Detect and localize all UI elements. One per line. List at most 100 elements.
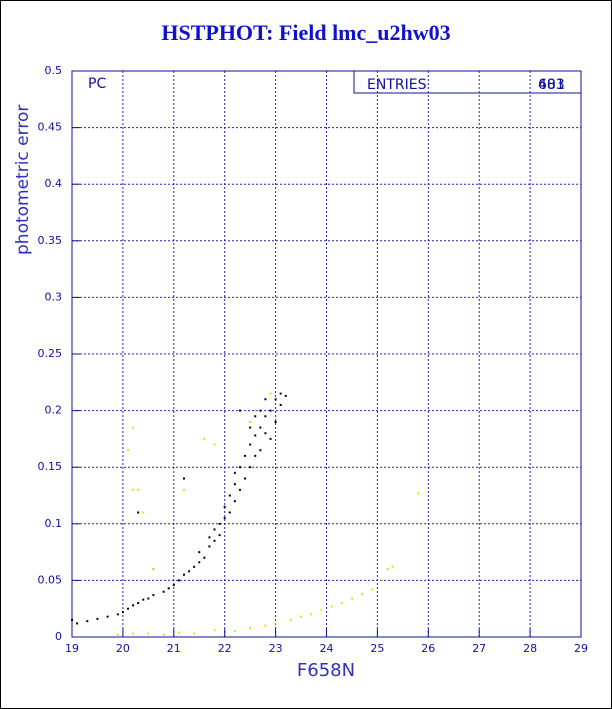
point	[254, 409, 257, 412]
y-axis-label: photometric error	[13, 105, 33, 255]
point	[340, 602, 343, 605]
point	[198, 561, 201, 564]
point	[132, 604, 135, 607]
stats-label: ENTRIES	[367, 77, 427, 93]
point	[300, 615, 303, 618]
y-tick-label: 0.35	[38, 234, 63, 247]
x-tick-label: 27	[472, 642, 486, 655]
point	[274, 622, 277, 625]
point	[71, 619, 73, 622]
point	[264, 432, 267, 435]
point	[361, 592, 364, 595]
y-tick-label: 0.5	[45, 64, 63, 77]
x-tick-label: 22	[218, 642, 232, 655]
point	[218, 534, 221, 537]
point	[269, 392, 272, 395]
point	[233, 471, 236, 474]
point	[152, 594, 155, 597]
point	[417, 492, 420, 495]
point	[244, 477, 247, 480]
point	[259, 449, 262, 452]
point	[193, 632, 196, 635]
point	[264, 398, 267, 401]
point	[121, 611, 124, 614]
stats-value: 603	[538, 77, 565, 93]
point	[371, 588, 374, 591]
point	[264, 415, 267, 418]
point	[269, 437, 272, 440]
point	[279, 392, 282, 395]
panel-label: PC	[88, 76, 106, 92]
point	[350, 597, 353, 600]
point	[284, 394, 287, 397]
point	[96, 617, 99, 620]
point	[264, 624, 267, 627]
point	[126, 449, 129, 452]
point	[330, 605, 333, 608]
point	[86, 620, 89, 623]
point	[254, 454, 257, 457]
point	[106, 615, 109, 618]
x-tick-label: 20	[116, 642, 130, 655]
point	[213, 443, 216, 446]
point	[223, 505, 226, 508]
point	[249, 443, 252, 446]
y-tick-label: 0.2	[45, 404, 63, 417]
point	[238, 409, 241, 412]
point	[137, 488, 140, 491]
point	[259, 409, 262, 412]
y-tick-label: 0.3	[45, 290, 63, 303]
x-tick-label: 24	[320, 642, 334, 655]
point	[213, 539, 216, 542]
point	[137, 602, 140, 605]
point	[228, 494, 231, 497]
point	[391, 565, 394, 568]
point	[137, 511, 140, 514]
point	[289, 619, 292, 622]
x-tick-label: 21	[167, 642, 181, 655]
point	[132, 488, 135, 491]
point	[147, 597, 150, 600]
point	[259, 426, 262, 429]
point	[213, 528, 216, 531]
point	[147, 632, 150, 635]
point	[188, 570, 191, 573]
point	[203, 556, 206, 559]
y-tick-label: 0.4	[45, 177, 63, 190]
point	[182, 573, 185, 576]
x-tick-label: 19	[65, 642, 79, 655]
point	[249, 466, 252, 469]
point	[203, 437, 206, 440]
point	[177, 579, 180, 582]
point	[269, 409, 272, 412]
point	[208, 536, 211, 539]
x-tick-label: 28	[523, 642, 537, 655]
point	[142, 598, 145, 601]
chart-title: HSTPHOT: Field lmc_u2hw03	[161, 20, 450, 45]
point	[279, 403, 282, 406]
point	[172, 583, 175, 586]
point	[249, 426, 252, 429]
point	[233, 483, 236, 486]
x-tick-label: 23	[269, 642, 283, 655]
point	[249, 420, 252, 423]
stats-value: 481	[538, 77, 565, 93]
point	[116, 613, 119, 616]
y-tick-label: 0.25	[38, 347, 63, 360]
point	[218, 522, 221, 525]
y-tick-label: 0	[55, 630, 62, 643]
y-tick-label: 0.05	[38, 573, 63, 586]
x-tick-label: 26	[421, 642, 435, 655]
point	[238, 466, 241, 469]
point	[233, 500, 236, 503]
point	[162, 633, 165, 636]
point	[126, 607, 129, 610]
y-tick-label: 0.45	[38, 121, 63, 134]
point	[167, 587, 170, 590]
point	[249, 626, 252, 629]
point	[152, 568, 155, 571]
point	[274, 420, 277, 423]
point	[320, 608, 323, 611]
x-axis-label: F658N	[297, 660, 355, 681]
